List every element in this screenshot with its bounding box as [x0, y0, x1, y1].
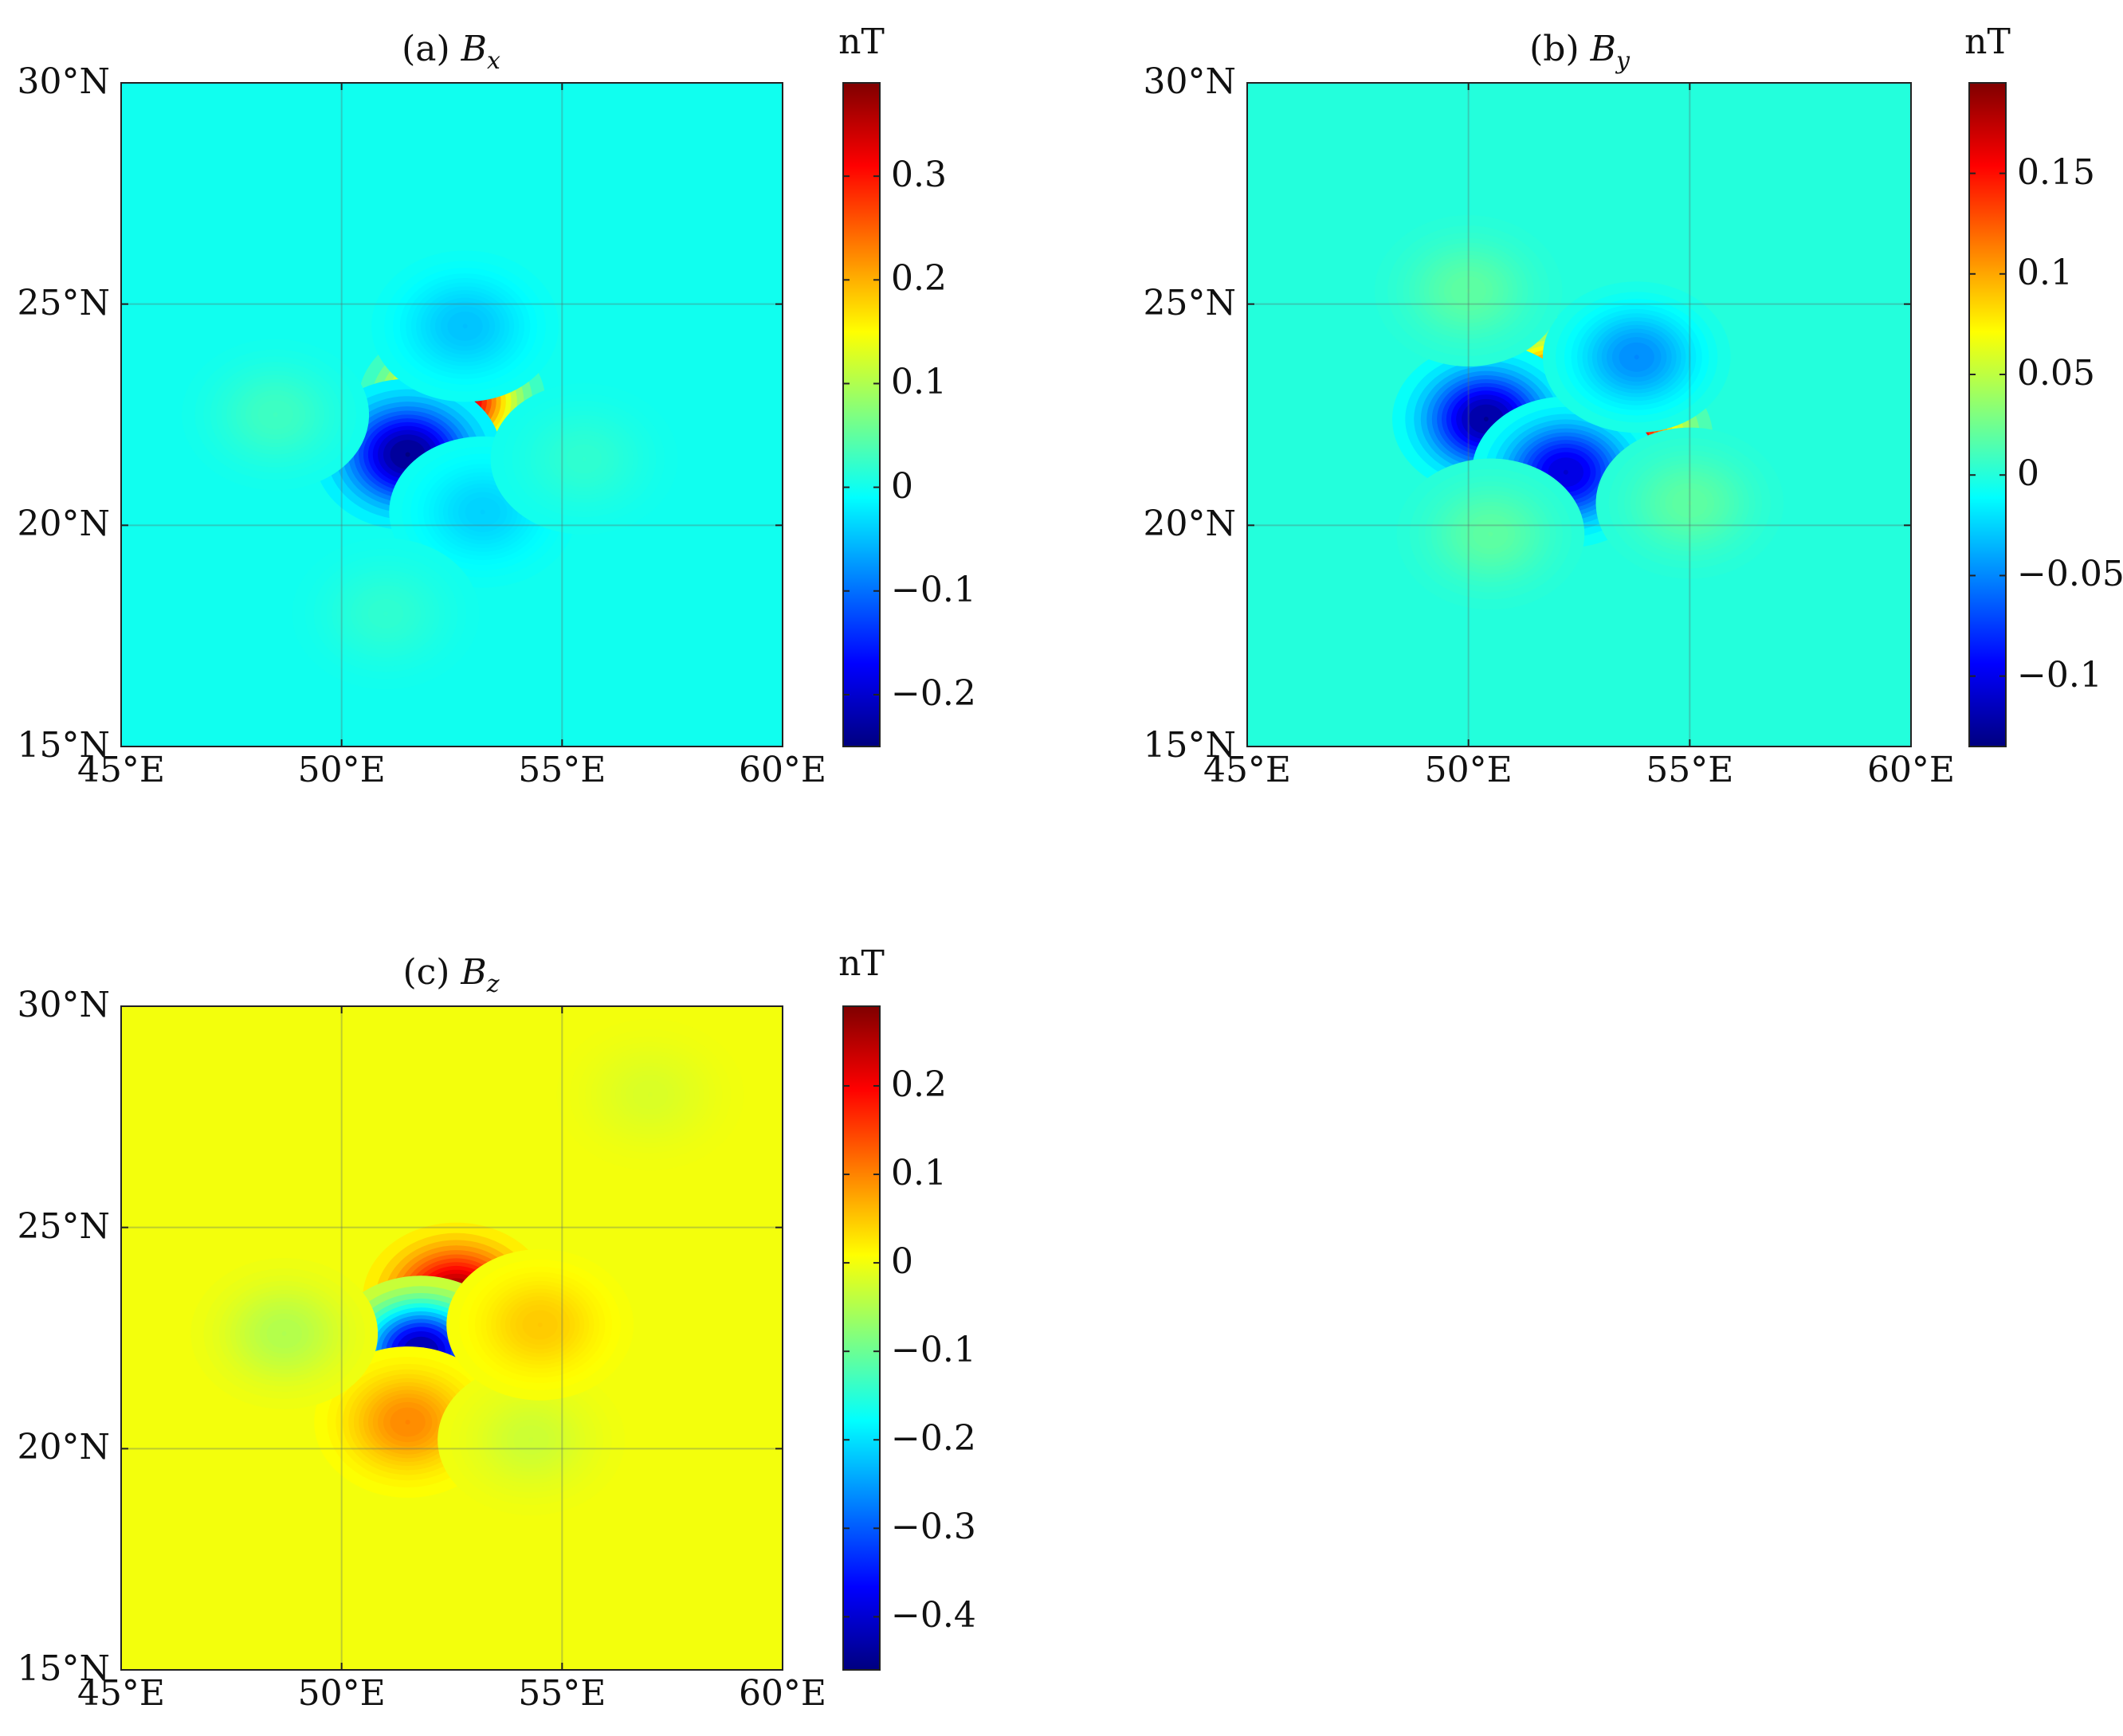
- y-tick-label: 25°N: [17, 1205, 111, 1247]
- x-tick-label: 55°E: [518, 1673, 606, 1714]
- y-tick-label: 15°N: [1143, 725, 1237, 766]
- chart-title-subscript: x: [486, 46, 500, 75]
- heatmap-feature: [292, 538, 480, 690]
- x-tick-label: 60°E: [738, 1673, 827, 1714]
- heatmap-feature: [1525, 361, 1713, 513]
- heatmap-feature: [1595, 427, 1784, 579]
- y-tick-label: 15°N: [17, 1648, 111, 1689]
- y-tick-label: 15°N: [17, 725, 111, 766]
- colorbar-unit-label: nT: [838, 943, 885, 984]
- chart-title-prefix: (a): [402, 29, 461, 69]
- heatmap-feature: [1396, 458, 1585, 610]
- heatmap-feature: [327, 1276, 515, 1428]
- colorbar-unit-label: nT: [838, 22, 885, 62]
- colorbar-tick-label: −0.4: [891, 1595, 976, 1636]
- colorbar-tick-label: 0: [2017, 453, 2039, 495]
- y-tick-label: 20°N: [17, 504, 111, 545]
- heatmap-feature: [490, 383, 678, 535]
- heatmap-feature: [389, 436, 577, 588]
- plot-frame: [120, 82, 783, 747]
- heatmap-background: [1247, 83, 1911, 747]
- heatmap-feature: [182, 339, 370, 491]
- heatmap-feature: [1374, 215, 1563, 366]
- x-tick-label: 50°E: [1424, 750, 1513, 790]
- chart-title-symbol: B: [461, 29, 487, 69]
- heatmap-feature: [371, 250, 559, 402]
- x-tick-label: 50°E: [297, 750, 386, 790]
- chart-title-prefix: (b): [1529, 29, 1591, 69]
- y-tick-label: 20°N: [1143, 504, 1237, 545]
- colorbar-tick-label: 0.2: [891, 258, 947, 300]
- colorbar-tick-label: −0.1: [891, 569, 976, 610]
- colorbar-tick-label: −0.1: [2017, 654, 2102, 696]
- x-tick-label: 55°E: [518, 750, 606, 790]
- x-tick-label: 50°E: [297, 1673, 386, 1714]
- heatmap-feature: [438, 1364, 625, 1516]
- heatmap-feature: [314, 378, 502, 531]
- colorbar-tick-label: −0.1: [891, 1330, 976, 1371]
- heatmap-feature: [1462, 316, 1651, 468]
- colorbar-tick-label: 0: [891, 1241, 913, 1283]
- colorbar-tick-label: 0.1: [2017, 252, 2073, 293]
- colorbar-tick-label: 0.1: [891, 362, 947, 403]
- heatmap-feature: [556, 1019, 744, 1170]
- y-tick-label: 25°N: [1143, 282, 1237, 323]
- plot-frame: [1246, 82, 1912, 747]
- heatmap-feature: [446, 1248, 634, 1401]
- colorbar-tick-label: 0.3: [891, 155, 947, 196]
- y-tick-label: 25°N: [17, 282, 111, 323]
- y-tick-label: 30°N: [17, 985, 111, 1025]
- heatmap-feature: [358, 325, 546, 477]
- colorbar-tick-label: −0.2: [891, 1418, 976, 1460]
- chart-title: (c) Bz: [402, 952, 499, 998]
- heatmap-feature: [1472, 396, 1660, 548]
- heatmap-feature: [363, 1222, 550, 1374]
- heatmap-feature: [190, 1258, 379, 1409]
- chart-title: (a) Bx: [402, 29, 500, 75]
- colorbar-tick-label: 0.15: [2017, 151, 2095, 193]
- colorbar: [842, 1005, 881, 1671]
- x-tick-label: 60°E: [1866, 750, 1956, 790]
- colorbar-tick-label: −0.2: [891, 672, 976, 714]
- chart-title-prefix: (c): [402, 952, 461, 993]
- plot-frame: [120, 1005, 783, 1671]
- chart-title-symbol: B: [461, 952, 487, 993]
- chart-title-subscript: y: [1615, 46, 1630, 75]
- colorbar-tick-label: −0.05: [2017, 554, 2123, 595]
- x-tick-label: 55°E: [1646, 750, 1734, 790]
- colorbar-tick-label: −0.3: [891, 1507, 976, 1548]
- heatmap-feature: [1542, 281, 1731, 433]
- colorbar: [1968, 82, 2007, 747]
- heatmap-background: [121, 83, 783, 747]
- y-tick-label: 30°N: [17, 61, 111, 102]
- heatmap-background: [121, 1006, 783, 1670]
- x-tick-label: 60°E: [738, 750, 827, 790]
- heatmap-feature: [1392, 343, 1580, 495]
- chart-title-subscript: z: [486, 970, 500, 998]
- x-tick-label: 45°E: [1203, 750, 1292, 790]
- y-tick-label: 20°N: [17, 1427, 111, 1468]
- colorbar-unit-label: nT: [1964, 22, 2011, 62]
- heatmap-feature: [314, 1346, 502, 1498]
- colorbar-tick-label: 0.2: [891, 1064, 947, 1105]
- x-tick-label: 45°E: [77, 1673, 166, 1714]
- colorbar-tick-label: 0.05: [2017, 353, 2095, 394]
- x-tick-label: 45°E: [77, 750, 166, 790]
- colorbar-tick-label: 0.1: [891, 1153, 947, 1194]
- y-tick-label: 30°N: [1143, 61, 1237, 102]
- colorbar: [842, 82, 881, 747]
- colorbar-tick-label: 0: [891, 465, 913, 507]
- chart-title-symbol: B: [1590, 29, 1616, 69]
- chart-title: (b) By: [1529, 29, 1630, 75]
